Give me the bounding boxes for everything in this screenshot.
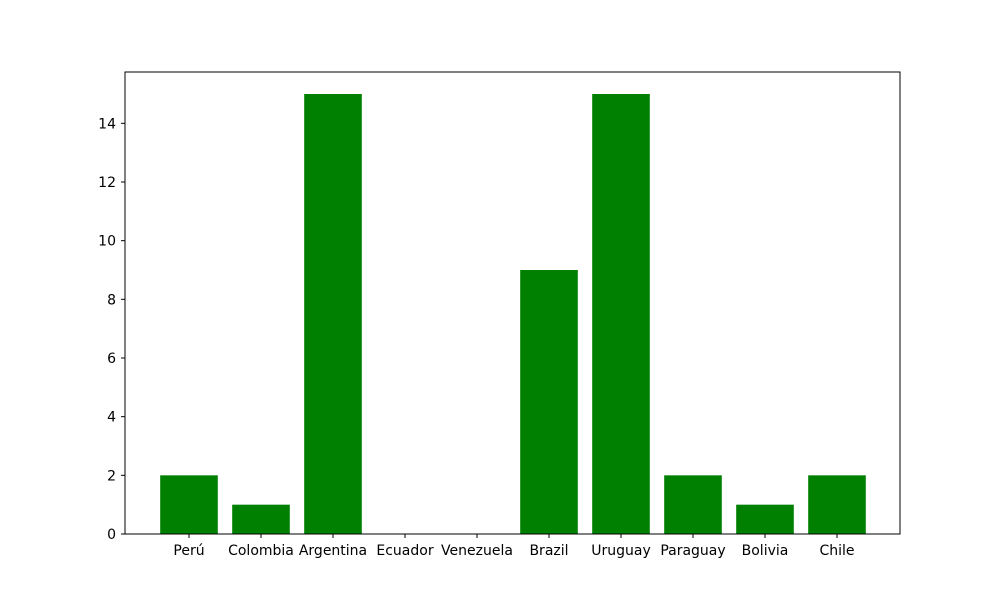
plot-frame <box>124 71 901 535</box>
x-tick-label-ecuador: Ecuador <box>376 543 433 559</box>
bar-brazil <box>520 270 578 534</box>
y-tick-label-14: 14 <box>98 116 116 132</box>
bar-uruguay <box>592 94 650 534</box>
x-tick-label-chile: Chile <box>819 543 854 559</box>
y-tick-label-10: 10 <box>98 234 116 250</box>
bar-bolivia <box>736 504 794 534</box>
x-tick-label-venezuela: Venezuela <box>441 543 513 559</box>
bar-chile <box>808 475 866 534</box>
bar-paraguay <box>664 475 722 534</box>
y-tick-label-4: 4 <box>107 410 116 426</box>
x-tick-label-brazil: Brazil <box>529 543 568 559</box>
x-tick-label-paraguay: Paraguay <box>660 543 725 559</box>
y-tick-label-8: 8 <box>107 292 116 308</box>
x-tick-label-bolivia: Bolivia <box>742 543 789 559</box>
bar-peru <box>160 475 218 534</box>
bar-colombia <box>232 504 290 534</box>
y-tick-label-2: 2 <box>107 468 116 484</box>
x-tick-label-colombia: Colombia <box>228 543 294 559</box>
x-tick-label-uruguay: Uruguay <box>591 543 651 559</box>
y-tick-label-0: 0 <box>107 527 116 543</box>
x-tick-label-argentina: Argentina <box>299 543 367 559</box>
ticks-layer: Perú Colombia Argentina Ecuador Venezuela Bra… <box>98 116 854 559</box>
x-tick-label-peru: Perú <box>173 543 204 559</box>
bars-layer <box>160 94 866 534</box>
y-tick-label-12: 12 <box>98 175 116 191</box>
y-tick-label-6: 6 <box>107 351 116 367</box>
bar-argentina <box>304 94 362 534</box>
